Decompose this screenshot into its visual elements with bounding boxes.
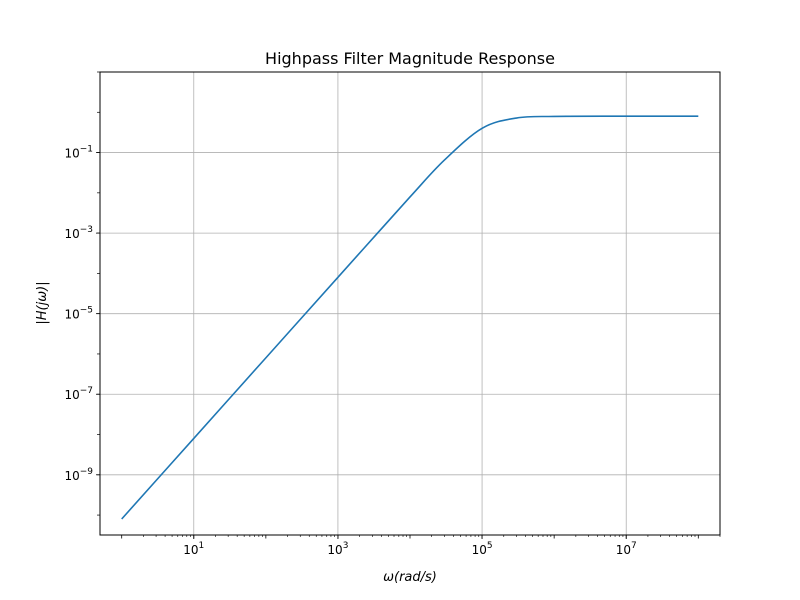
x-tick-label: 103 bbox=[327, 541, 348, 557]
grid bbox=[100, 72, 720, 535]
x-tick-label: 101 bbox=[183, 541, 204, 557]
x-axis-label: ω(rad/s) bbox=[383, 570, 437, 585]
y-tick-label: 10−5 bbox=[64, 306, 93, 322]
plot-frame bbox=[99, 71, 721, 536]
y-tick-label: 10−7 bbox=[64, 386, 93, 402]
series-layer bbox=[121, 115, 699, 520]
y-tick-label: 10−9 bbox=[64, 467, 93, 483]
chart-title: Highpass Filter Magnitude Response bbox=[265, 49, 555, 68]
y-tick-label: 10−3 bbox=[64, 225, 93, 241]
x-tick-label: 105 bbox=[472, 541, 493, 557]
series-line bbox=[121, 115, 699, 520]
y-tick-label: 10−1 bbox=[64, 145, 93, 161]
y-axis-label: |H(jω)| bbox=[35, 281, 50, 324]
x-tick-label: 107 bbox=[616, 541, 637, 557]
ticks: 101 103 105 107 10−1 10−3 10−5 10−7 10−9 bbox=[64, 71, 721, 557]
